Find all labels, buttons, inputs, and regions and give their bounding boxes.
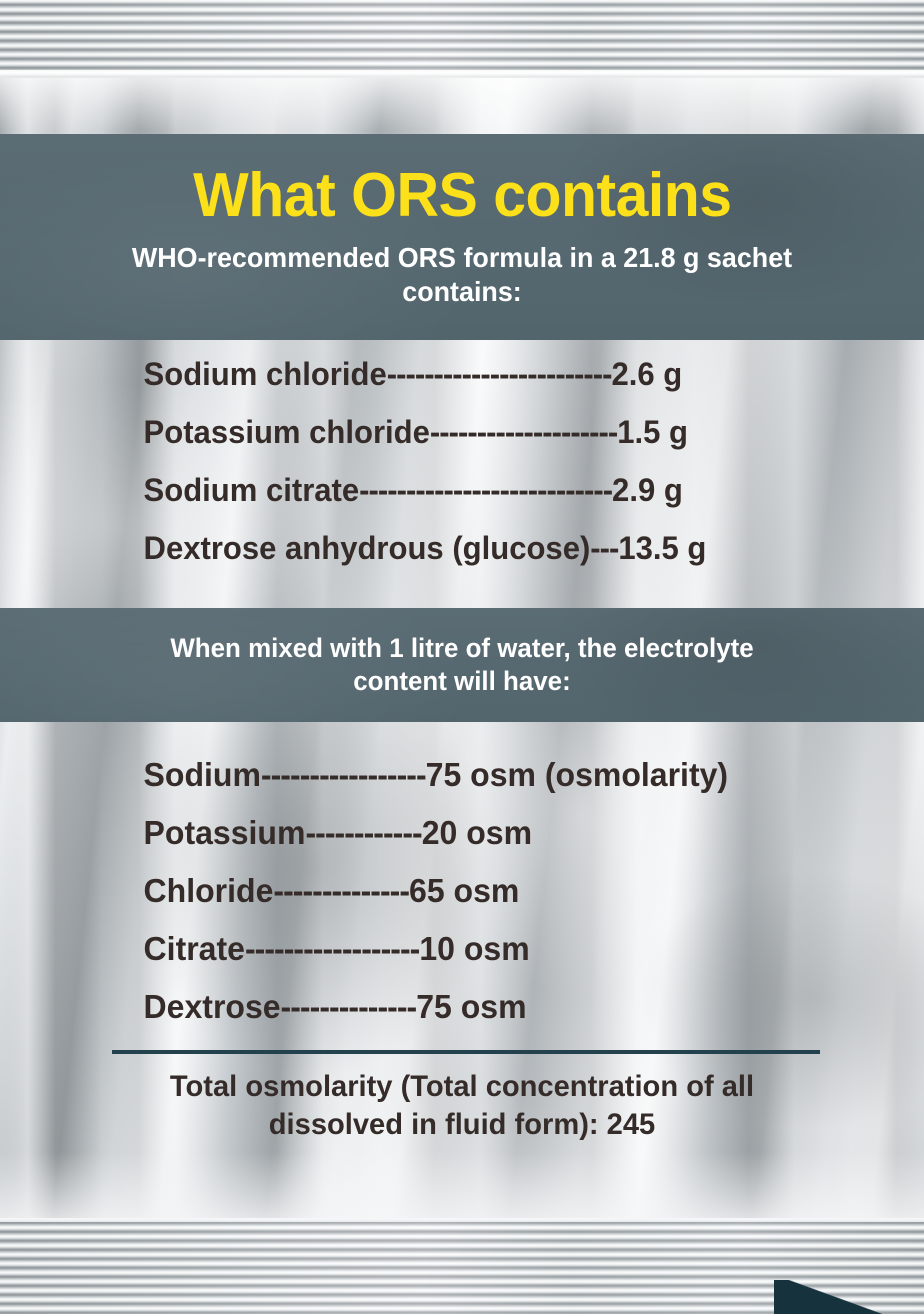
list-item: Sodium chloride ------------------------ 2… <box>0 356 896 414</box>
electrolyte-name: Dextrose <box>143 988 281 1025</box>
leader-dots: ------------------------ <box>386 356 613 392</box>
list-item: Citrate ------------------ 10 osm <box>0 930 896 988</box>
leader-dots: ----------------- <box>260 756 427 793</box>
bottom-right-corner-shadow <box>774 1280 924 1314</box>
electrolyte-name: Citrate <box>143 930 245 967</box>
electrolyte-value: 75 osm <box>416 988 527 1025</box>
leader-dots: ------------------ <box>244 930 420 967</box>
ingredient-name: Dextrose anhydrous (glucose) <box>143 530 591 566</box>
leader-dots: -------------------- <box>429 414 618 450</box>
electrolyte-list: Sodium ----------------- 75 osm (osmolarit… <box>0 756 924 1046</box>
list-item: Dextrose anhydrous (glucose) --- 13.5 g <box>0 530 896 588</box>
ingredient-value: 1.5 g <box>617 414 688 450</box>
ingredient-value: 2.6 g <box>611 356 683 392</box>
electrolyte-value: 20 osm <box>421 814 533 851</box>
leader-dots: ------------ <box>305 814 422 851</box>
leader-dots: -------------- <box>273 872 410 909</box>
page-subtitle: WHO-recommended ORS formula in a 21.8 g … <box>131 241 793 307</box>
page-title: What ORS contains <box>192 160 732 230</box>
list-item: Potassium chloride -------------------- 1.… <box>0 414 896 472</box>
ingredient-name: Sodium citrate <box>143 472 360 508</box>
list-item: Chloride -------------- 65 osm <box>0 872 896 930</box>
sachet-top-seal-fade <box>0 70 924 130</box>
list-item: Dextrose -------------- 75 osm <box>0 988 896 1046</box>
sachet-top-seal-crimp <box>0 0 924 78</box>
electrolyte-value: 75 osm (osmolarity) <box>425 756 729 793</box>
ingredient-name: Potassium chloride <box>143 414 430 450</box>
ingredient-name: Sodium chloride <box>143 356 387 392</box>
mixed-header-text: When mixed with 1 litre of water, the el… <box>170 633 754 696</box>
electrolyte-value: 10 osm <box>419 930 530 967</box>
ingredient-value: 2.9 g <box>612 472 683 508</box>
list-item: Potassium ------------ 20 osm <box>0 814 896 872</box>
electrolyte-value: 65 osm <box>409 872 520 909</box>
electrolyte-name: Potassium <box>143 814 306 851</box>
leader-dots: -------------- <box>280 988 418 1025</box>
ingredients-list: Sodium chloride ------------------------ 2… <box>0 356 924 588</box>
electrolyte-name: Sodium <box>143 756 261 793</box>
total-divider-rule <box>112 1050 820 1054</box>
leader-dots: --- <box>590 530 619 566</box>
electrolyte-name: Chloride <box>143 872 274 909</box>
sachet-bottom-seal-fade <box>0 1152 924 1222</box>
list-item: Sodium ----------------- 75 osm (osmolarit… <box>0 756 896 814</box>
ingredient-value: 13.5 g <box>618 530 707 566</box>
sachet-bottom-seal-crimp <box>0 1218 924 1314</box>
title-banner: What ORS contains WHO-recommended ORS fo… <box>0 134 924 340</box>
mixed-with-water-banner: When mixed with 1 litre of water, the el… <box>0 608 924 722</box>
list-item: Sodium citrate --------------------------… <box>0 472 896 530</box>
leader-dots: --------------------------- <box>359 472 613 508</box>
total-osmolarity-text: Total osmolarity (Total concentration of… <box>169 1070 755 1142</box>
